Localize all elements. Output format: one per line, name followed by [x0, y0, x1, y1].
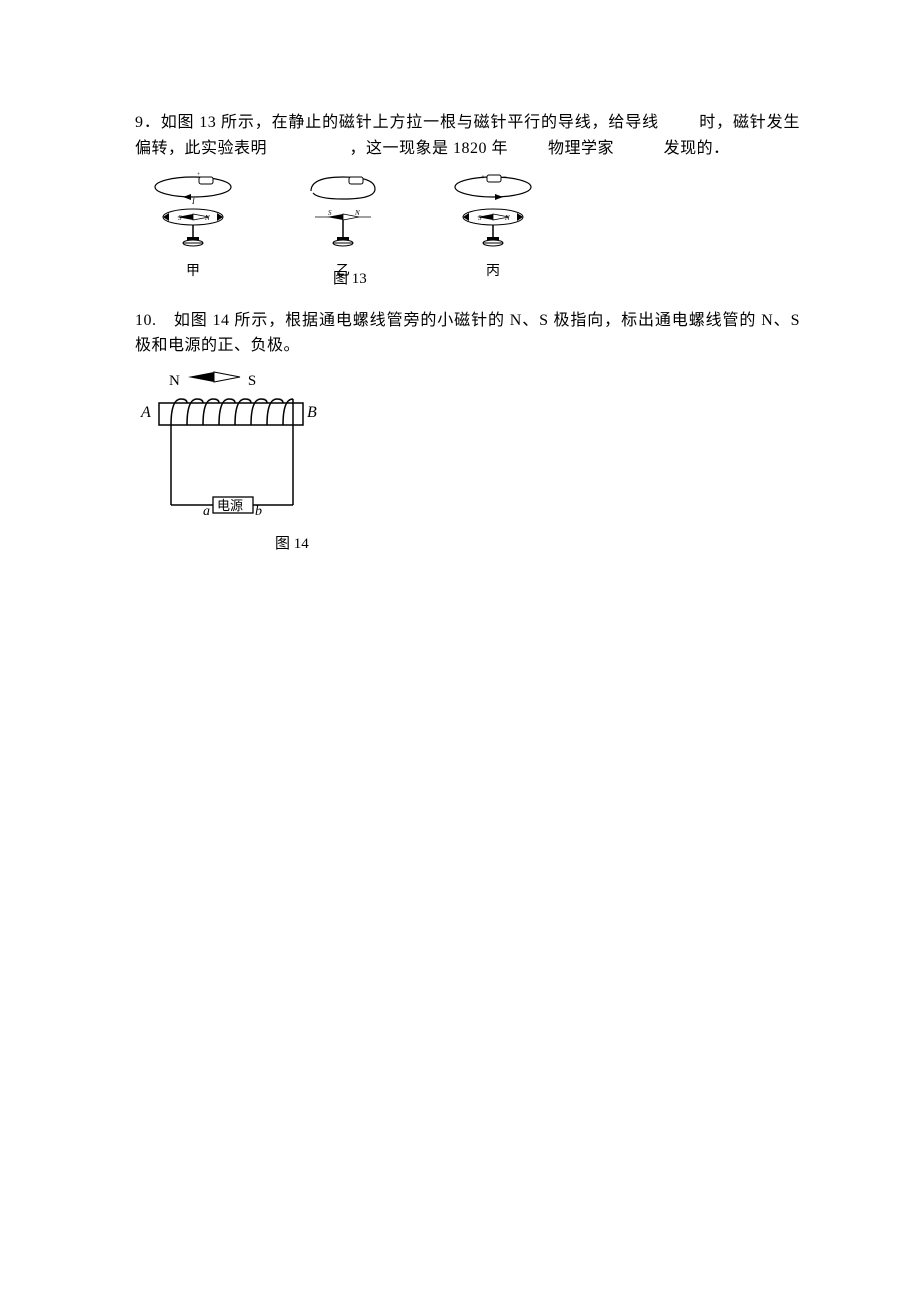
q10-body: 如图 14 所示，根据通电螺线管旁的小磁针的 N、S 极指向，标出通电螺线管的 …: [135, 312, 800, 355]
svg-text:A: A: [140, 404, 151, 421]
svg-text:N: N: [204, 214, 210, 222]
q9-blank4: [614, 136, 664, 162]
solenoid-diagram: A B: [135, 395, 335, 530]
svg-text:N: N: [504, 214, 510, 222]
figure-14: N S A B: [135, 369, 800, 556]
figure-13-bing-label: 丙: [486, 261, 500, 283]
q9-p3: ，这一现象是 1820 年: [350, 140, 509, 157]
q9-blank3: [508, 136, 548, 162]
circuit-jia-svg: + I S N: [143, 169, 243, 259]
compass-needle-icon: [186, 369, 242, 393]
compass-s-label: S: [248, 369, 256, 393]
svg-text:S: S: [478, 214, 482, 222]
q9-p1: 如图 13 所示，在静止的磁针上方拉一根与磁针平行的导线，给导线: [161, 114, 659, 131]
svg-text:N: N: [354, 209, 360, 217]
figure-13-jia-label: 甲: [186, 261, 200, 283]
q9-blank1: [659, 110, 699, 136]
figure-14-compass: N S: [169, 369, 256, 393]
figure-13-bing: + − S N: [443, 169, 543, 283]
circuit-bing-svg: + − S N: [443, 169, 543, 259]
svg-text:B: B: [307, 404, 317, 421]
svg-text:I: I: [191, 197, 195, 206]
question-10: 10. 如图 14 所示，根据通电螺线管旁的小磁针的 N、S 极指向，标出通电螺…: [135, 308, 800, 556]
svg-text:b: b: [255, 504, 262, 519]
figure-13-row: + I S N: [143, 169, 800, 283]
compass-n-label: N: [169, 369, 180, 393]
question-9: 9．如图 13 所示，在静止的磁针上方拉一根与磁针平行的导线，给导线 时，磁针发…: [135, 110, 800, 284]
svg-text:+: +: [481, 173, 485, 181]
q9-number: 9．: [135, 114, 161, 131]
figure-13-caption: 图 13: [333, 267, 367, 291]
svg-text:S: S: [328, 209, 332, 217]
q9-p5: 发现的．: [664, 140, 730, 157]
q9-p4: 物理学家: [548, 140, 614, 157]
circuit-yi-svg: S N: [293, 169, 393, 259]
question-9-text: 9．如图 13 所示，在静止的磁针上方拉一根与磁针平行的导线，给导线 时，磁针发…: [135, 110, 800, 161]
q9-blank2: [267, 136, 350, 162]
question-10-text: 10. 如图 14 所示，根据通电螺线管旁的小磁针的 N、S 极指向，标出通电螺…: [135, 308, 800, 359]
figure-13-jia: + I S N: [143, 169, 243, 283]
figure-14-caption: 图 14: [275, 532, 309, 556]
svg-text:−: −: [503, 173, 507, 181]
svg-text:电源: 电源: [217, 498, 243, 513]
figure-13: + I S N: [143, 169, 800, 283]
svg-text:a: a: [203, 504, 210, 519]
q10-number: 10.: [135, 312, 174, 329]
svg-text:S: S: [178, 214, 182, 222]
